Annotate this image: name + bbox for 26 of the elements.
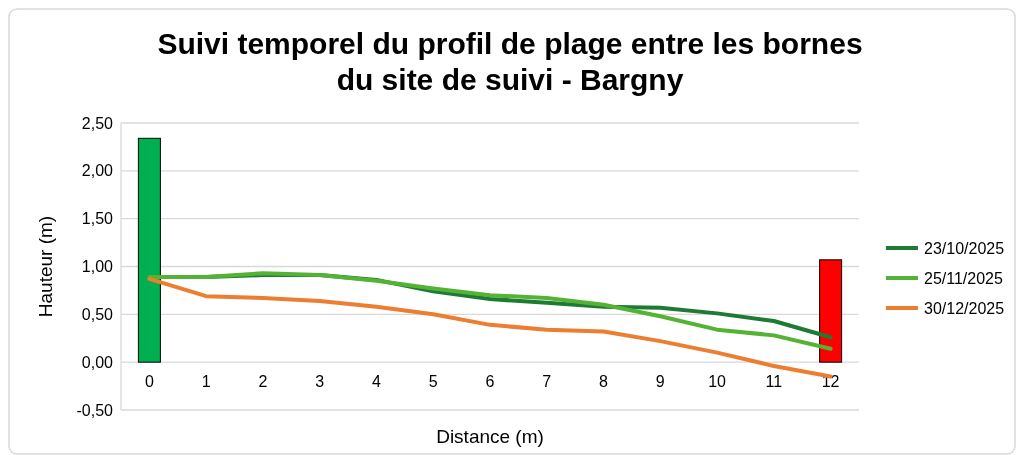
y-tick-label: 0,00 xyxy=(81,353,114,371)
y-tick-label: 0,50 xyxy=(81,305,114,323)
x-tick-label: 4 xyxy=(372,373,382,391)
y-tick-label: 2,00 xyxy=(81,162,114,180)
x-tick-label: 1 xyxy=(201,373,211,391)
line-series xyxy=(147,271,833,351)
x-tick-label: 2 xyxy=(258,373,268,391)
legend-label: 25/11/2025 xyxy=(924,269,1003,287)
y-tick-label: 2,50 xyxy=(81,114,114,132)
x-tick-label: 10 xyxy=(708,373,727,391)
legend-label: 30/12/2025 xyxy=(924,299,1005,317)
x-tick-label: 7 xyxy=(542,373,552,391)
chart-title: Suivi temporel du profil de plage entre les bornes du site de suivi - Bargny xyxy=(157,27,863,96)
x-tick-label: 9 xyxy=(655,373,665,391)
x-tick-label: 0 xyxy=(144,373,154,391)
x-tick-label: 11 xyxy=(765,373,783,391)
legend-label: 23/10/2025 xyxy=(924,239,1005,257)
x-tick-label: 6 xyxy=(485,373,495,391)
y-tick-label: 1,50 xyxy=(81,210,114,228)
x-tick-label: 5 xyxy=(428,373,438,391)
x-tick-label: 3 xyxy=(315,373,325,391)
y-axis-title: Hauteur (m) xyxy=(35,215,56,318)
x-tick-label: 8 xyxy=(599,373,609,391)
y-tick-label: 1,00 xyxy=(81,258,114,276)
y-tick-label: -0,50 xyxy=(76,401,114,419)
x-axis-title: Distance (m) xyxy=(436,426,544,447)
